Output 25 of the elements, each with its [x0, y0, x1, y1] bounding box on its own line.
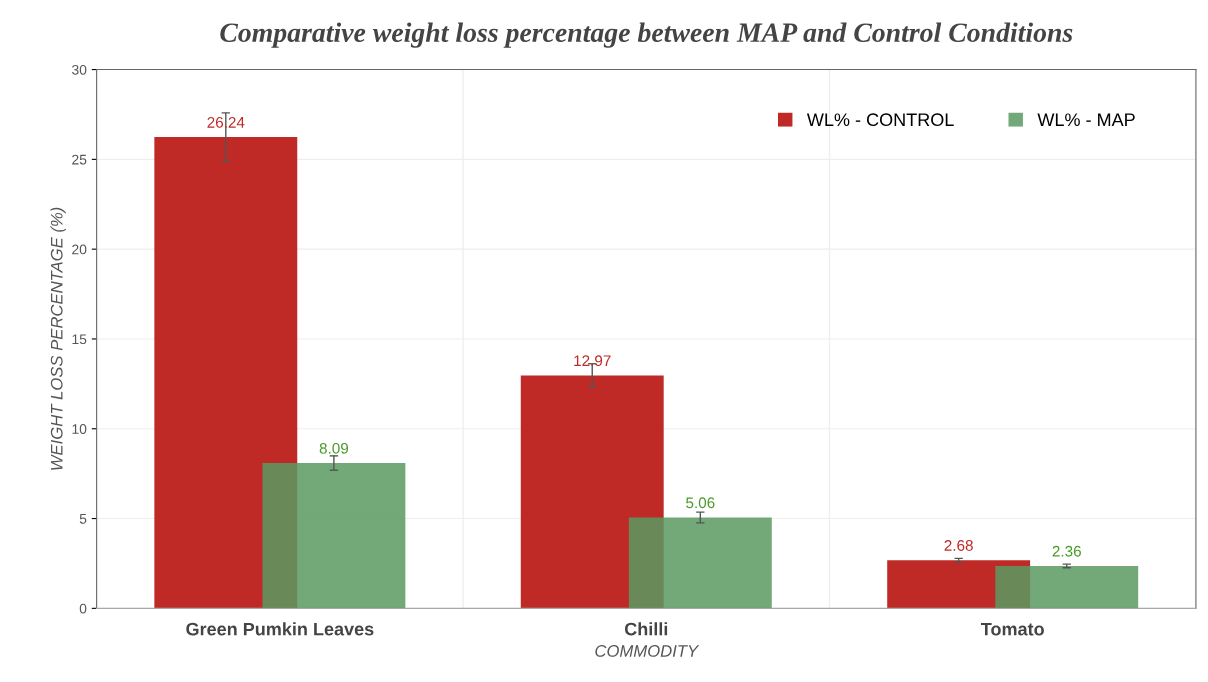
chart-title: Comparative weight loss percentage between MAP and Control Conditions [220, 22, 1073, 48]
y-tick-label: 5 [79, 514, 87, 524]
y-tick-label: 10 [72, 424, 87, 434]
y-tick-label: 30 [72, 64, 87, 75]
bar [628, 517, 772, 609]
bar [995, 565, 1139, 609]
y-tick-label: 0 [79, 603, 87, 614]
y-tick-label: 25 [72, 154, 87, 165]
x-tick-label: Chilli [624, 622, 668, 636]
bar [154, 137, 298, 609]
legend-label: WL% - MAP [1037, 113, 1135, 127]
data-label: 2.68 [944, 540, 973, 551]
y-tick-label: 20 [72, 244, 87, 255]
bar [520, 375, 664, 609]
x-tick-label: Tomato [980, 622, 1044, 636]
data-label: 2.36 [1052, 545, 1081, 557]
y-tick-label: 15 [72, 334, 87, 345]
x-axis-title: COMMODITY [595, 645, 700, 657]
legend-label: WL% - CONTROL [806, 113, 954, 127]
data-label: 5.06 [686, 497, 715, 509]
data-label: 8.09 [319, 442, 349, 454]
data-label: 12.97 [574, 355, 611, 367]
x-tick-label: Green Pumkin Leaves [186, 622, 374, 636]
y-axis-title: WEIGHT LOSS PERCENTAGE (%) [50, 207, 66, 470]
bar [262, 463, 406, 609]
